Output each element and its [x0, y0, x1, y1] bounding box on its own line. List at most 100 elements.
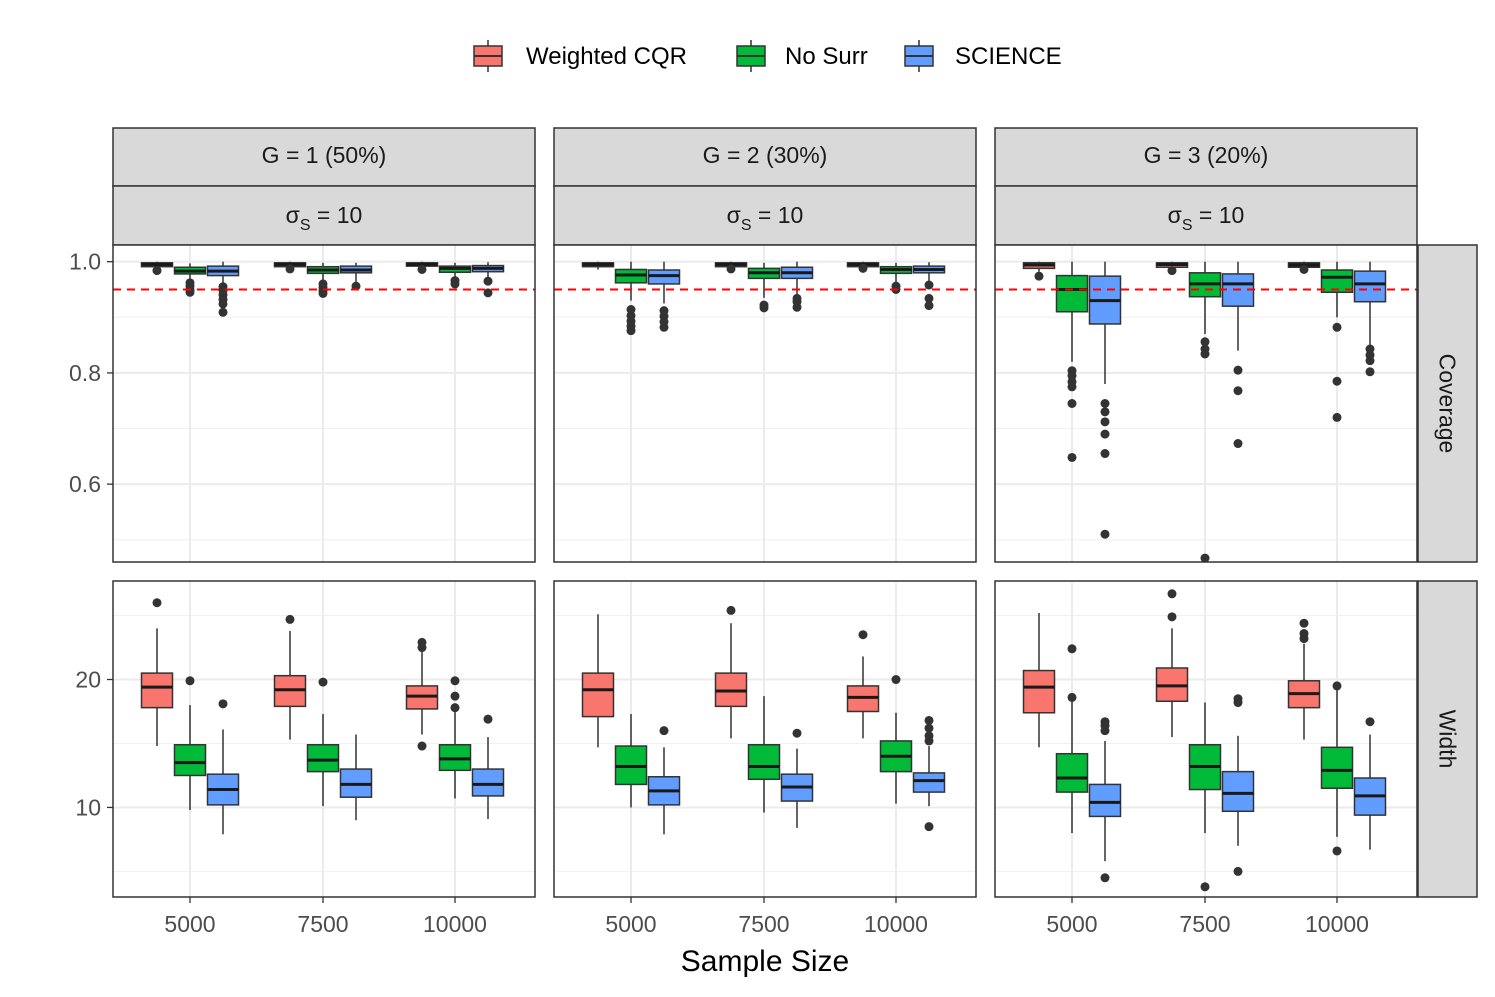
- box-no-surr-7500: [306, 677, 340, 807]
- strip-sub-subscript: S: [1182, 217, 1193, 234]
- box-science-7500: [339, 262, 373, 291]
- outlier-point: [417, 643, 427, 653]
- outlier-point: [659, 322, 669, 332]
- outlier-point: [450, 279, 460, 289]
- outlier-point: [891, 675, 901, 685]
- outlier-point: [924, 280, 934, 290]
- outlier-point: [1100, 449, 1110, 459]
- outlier-point: [1100, 399, 1110, 408]
- strip-top-label: G = 2 (30%): [703, 142, 828, 168]
- outlier-point: [626, 326, 636, 336]
- outlier-point: [1200, 337, 1210, 347]
- strip-sub-label: σS = 10: [1168, 202, 1245, 234]
- x-tick-label: 5000: [605, 911, 656, 937]
- outlier-point: [1233, 698, 1243, 708]
- box-no-surr-7500: [747, 696, 781, 813]
- box-no-surr-10000: [1320, 261, 1354, 422]
- outlier-point: [1034, 271, 1044, 281]
- box-body: [140, 672, 174, 709]
- outlier-point: [417, 264, 427, 274]
- panel-width-3: [994, 580, 1418, 898]
- outlier-point: [1067, 382, 1077, 392]
- box-body: [1022, 669, 1056, 714]
- strip-sub-symbol: σ: [1168, 202, 1182, 228]
- box-no-surr-5000: [1055, 261, 1089, 462]
- x-axis-title: Sample Size: [681, 945, 849, 978]
- box-weighted-cqr-7500: [714, 605, 748, 739]
- strip-sub-bg: [994, 185, 1418, 246]
- panel-width-1: [112, 580, 536, 898]
- box-weighted-cqr-5000: [140, 261, 174, 276]
- x-tick-label: 7500: [738, 911, 789, 937]
- box-science-7500: [780, 261, 814, 312]
- outlier-point: [450, 676, 460, 686]
- facet-panels: [112, 244, 1418, 898]
- outlier-point: [1067, 644, 1077, 654]
- outlier-point: [1332, 681, 1342, 691]
- panel-border: [112, 244, 536, 563]
- box-weighted-cqr-10000: [1287, 618, 1321, 740]
- outlier-point: [318, 288, 328, 298]
- outlier-point: [285, 264, 295, 274]
- outlier-point: [1365, 367, 1375, 377]
- box-body: [747, 744, 781, 781]
- strip-top-label: G = 3 (20%): [1144, 142, 1269, 168]
- outlier-point: [1100, 726, 1110, 736]
- box-weighted-cqr-10000: [405, 261, 439, 274]
- box-body: [471, 768, 505, 797]
- box-body: [1221, 770, 1255, 813]
- outlier-point: [185, 676, 195, 686]
- strip-sub-label: σS = 10: [727, 202, 804, 234]
- outlier-point: [1332, 376, 1342, 386]
- strip-top-bg: [553, 127, 977, 187]
- legend-item-weighted-cqr: Weighted CQR: [473, 40, 687, 72]
- outlier-point: [858, 263, 868, 273]
- outlier-point: [483, 714, 493, 724]
- box-weighted-cqr-5000: [140, 598, 174, 747]
- outlier-point: [1200, 349, 1210, 359]
- box-no-surr-7500: [1188, 702, 1222, 892]
- outlier-point: [1100, 429, 1110, 439]
- panel-coverage-1: [112, 244, 536, 563]
- outlier-point: [1233, 386, 1243, 396]
- strip-sub-subscript: S: [741, 217, 752, 234]
- outlier-point: [924, 736, 934, 746]
- box-body: [912, 772, 946, 793]
- box-no-surr-10000: [1320, 681, 1354, 856]
- box-body: [1088, 783, 1122, 818]
- outlier-point: [1100, 407, 1110, 417]
- box-weighted-cqr-7500: [1155, 589, 1189, 738]
- facet-strips: G = 1 (50%)σS = 10 G = 2 (30%) σS = 10 G = …: [112, 127, 1478, 898]
- box-body: [1055, 274, 1089, 313]
- box-science-10000: [1353, 261, 1387, 377]
- box-weighted-cqr-5000: [1022, 261, 1056, 281]
- outlier-point: [450, 703, 460, 713]
- box-science-5000: [206, 261, 240, 317]
- box-body: [1353, 270, 1387, 303]
- panel-border: [553, 580, 977, 898]
- box-body: [1055, 752, 1089, 793]
- box-weighted-cqr-5000: [581, 614, 615, 748]
- outlier-point: [792, 302, 802, 312]
- outlier-point: [759, 303, 769, 313]
- strip-row-bg: [1417, 244, 1478, 563]
- panel-coverage-3: [994, 244, 1418, 563]
- outlier-point: [218, 299, 228, 309]
- strip-sub-subscript: S: [300, 217, 311, 234]
- box-body: [306, 744, 340, 773]
- panel-coverage-2: [553, 244, 977, 563]
- strip-column-1: G = 1 (50%) σS = 10: [112, 127, 536, 246]
- box-no-surr-7500: [747, 262, 781, 313]
- box-weighted-cqr-7500: [273, 614, 307, 740]
- panel-border: [994, 580, 1418, 898]
- outlier-point: [1233, 866, 1243, 876]
- strip-row-label: Width: [1435, 710, 1461, 769]
- outlier-point: [924, 723, 934, 733]
- box-body: [1320, 746, 1354, 790]
- y-tick-label: 10: [75, 794, 101, 820]
- legend-item-science: SCIENCE: [904, 40, 1062, 72]
- box-weighted-cqr-10000: [405, 637, 439, 751]
- panel-border: [553, 244, 977, 563]
- box-no-surr-7500: [306, 262, 340, 298]
